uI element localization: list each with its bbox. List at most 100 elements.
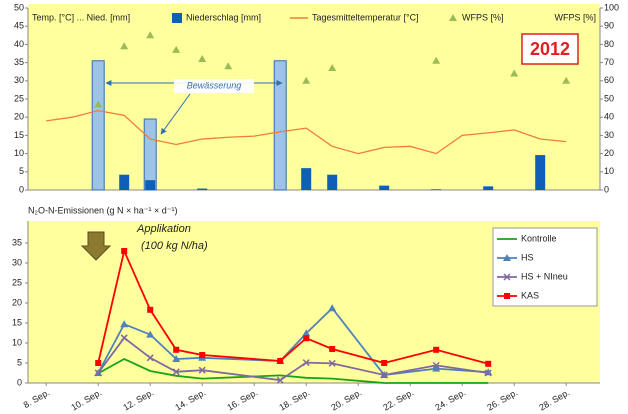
marker [146,330,155,338]
bar [119,174,130,190]
y-axis-label: Temp. [°C] ... Nied. [mm] [32,12,130,22]
y2-tick-label: 40 [604,112,614,122]
layer: 0510152025303540455001020304050607080901… [12,2,619,412]
bar [145,180,156,190]
x-tick-label: 26. Sep. [485,387,519,412]
y2-tick-label: 20 [604,148,614,158]
marker [198,366,206,374]
marker [303,335,310,342]
x-tick-label: 20. Sep. [329,387,363,412]
irrigation-bar [91,60,105,191]
marker [120,42,129,50]
marker [120,320,129,328]
y-tick-label: 35 [14,57,24,67]
bar [301,168,312,190]
y-tick-label: 25 [14,93,24,103]
marker [328,304,337,312]
bar [327,174,338,190]
marker [432,56,441,64]
marker [328,64,337,72]
marker [120,334,128,342]
y-tick-label: 10 [12,337,22,347]
line [46,109,567,155]
y-tick-label: 15 [14,130,24,140]
x-tick-label: 22. Sep. [381,387,415,412]
marker [121,248,128,254]
legend-swatch [172,13,182,23]
y-tick-label: 0 [19,184,24,194]
badge-box [521,33,579,65]
x-tick-label: 18. Sep. [277,387,311,412]
marker [329,346,336,352]
marker [277,358,284,364]
marker [503,273,511,281]
legend-box [492,227,598,307]
y-tick-label: 0 [17,377,22,387]
y-tick-label: 30 [14,75,24,85]
y-tick-label: 15 [12,317,22,327]
legend-label: HS + NIneu [521,271,568,281]
y2-tick-label: 50 [604,93,614,103]
marker [146,354,154,362]
y-tick-label: 50 [14,2,24,12]
marker [173,346,180,353]
marker [199,352,206,358]
y2-tick-label: 10 [604,166,614,176]
marker [485,360,492,367]
legend-swatch [449,14,457,21]
y2-tick-label: 30 [604,130,614,140]
bar [431,189,442,190]
marker [503,254,511,261]
marker [381,360,388,366]
y-tick-label: 20 [14,112,24,122]
x-tick-label: 28. Sep. [537,387,571,412]
y-tick-label: 10 [14,148,24,158]
marker [224,62,233,70]
x-tick-label: 14. Sep. [173,387,207,412]
y2-tick-label: 60 [604,75,614,85]
x-tick-label: 12. Sep. [121,387,155,412]
legend-label: Kontrolle [521,233,557,243]
y-tick-label: 35 [12,237,22,247]
y2-tick-label: 70 [604,57,614,67]
y-tick-label: 45 [14,21,24,31]
x-tick-label: 16. Sep. [225,387,259,412]
marker [504,293,510,299]
legend-label: WFPS [%] [462,12,504,22]
y2-tick-label: 90 [604,21,614,31]
line [97,357,489,384]
irrigation-bar [143,118,157,191]
bar [535,155,546,190]
marker [94,100,103,108]
legend-label: Tagesmitteltemperatur [°C] [312,12,419,22]
marker [484,369,492,377]
y-tick-label: 30 [12,257,22,267]
y2-tick-label: 100 [604,2,619,12]
marker [172,45,181,53]
chart-title: N₂O-N-Emissionen (g N × ha⁻¹ × d⁻¹) [28,205,178,215]
marker [302,76,311,84]
y-tick-label: 40 [14,39,24,49]
marker [172,355,181,362]
y-tick-label: 5 [17,357,22,367]
marker [302,329,311,337]
x-tick-label: 8. Sep. [22,387,52,410]
irrigation-arrow [160,93,191,135]
marker [302,359,310,367]
marker [328,359,336,367]
annotation: Applikation [136,223,191,235]
application-arrow [80,231,112,261]
marker [562,76,571,84]
legend-label: Niederschlag [mm] [186,12,261,22]
marker [147,306,154,313]
bar [379,185,390,190]
marker [433,346,440,353]
annotation-box [174,79,254,93]
y2-axis-label: WFPS [%] [554,12,596,22]
bar [483,186,494,190]
irrigation-label: Bewässerung [187,80,242,90]
marker [146,31,155,39]
y-tick-label: 25 [12,277,22,287]
irrigation-bar [273,60,287,191]
marker [432,364,441,372]
